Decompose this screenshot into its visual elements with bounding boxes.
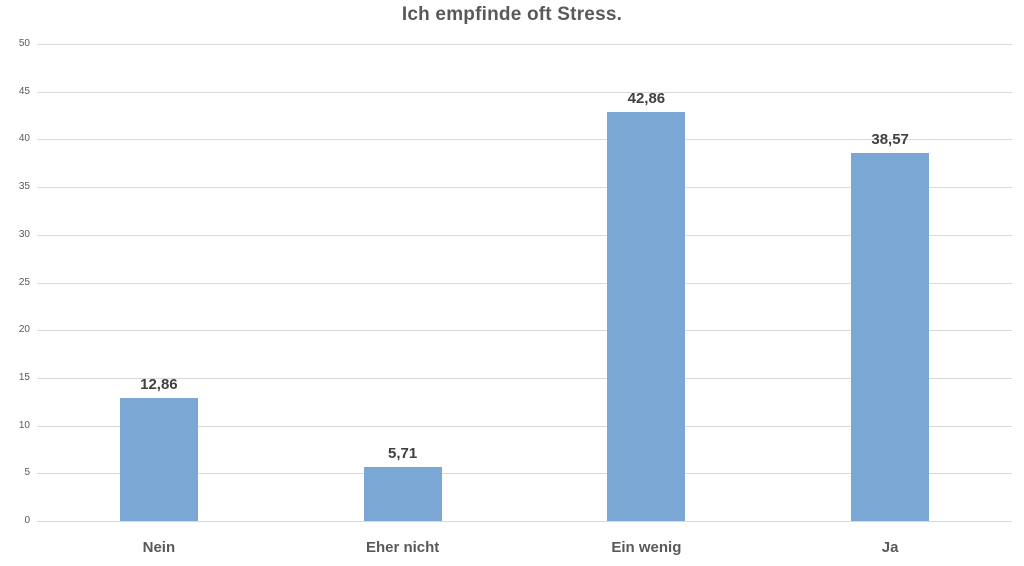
x-axis-category-label: Ja [881,539,899,556]
gridline-y-50 [37,44,1012,45]
y-axis-tick-label: 10 [18,419,30,431]
gridline-y-45 [37,91,1012,93]
bar-ja [851,153,930,521]
gridline-y-25 [37,282,1012,284]
x-axis-category-label: Ein wenig [611,539,682,556]
y-axis-tick-label: 5 [24,467,30,479]
bar-value-label: 42,86 [627,90,666,108]
x-axis-category-label: Eher nicht [365,539,440,556]
gridline-y-30 [37,234,1012,236]
bar-value-label: 38,57 [871,131,909,149]
y-axis-tick-label: 35 [18,181,30,193]
gridline-y-5 [37,473,1012,475]
bar-value-label: 12,86 [140,376,178,394]
gridline-y-10 [37,425,1012,427]
y-axis-tick-label: 25 [18,276,30,288]
y-axis-tick-label: 20 [18,324,30,336]
gridline-y-20 [37,330,1012,332]
gridline-y-0 [37,521,1012,522]
y-axis-tick-label: 50 [18,38,30,49]
bar-value-label: 5,71 [388,444,418,462]
gridline-y-15 [37,377,1012,379]
bar-eher-nicht [363,466,442,521]
y-axis-tick-label: 45 [18,85,30,97]
gridline-y-40 [37,139,1012,141]
x-axis-category-label: Nein [142,539,176,556]
y-axis-tick-label: 40 [18,133,30,145]
bar-ein-wenig [607,112,686,521]
y-axis-tick-label: 30 [18,228,30,240]
bar-nein [119,398,198,521]
gridline-y-35 [37,187,1012,189]
y-axis-tick-label: 15 [18,371,30,383]
y-axis-tick-label: 0 [24,515,30,526]
chart-title: Ich empfinde oft Stress. [401,4,623,25]
